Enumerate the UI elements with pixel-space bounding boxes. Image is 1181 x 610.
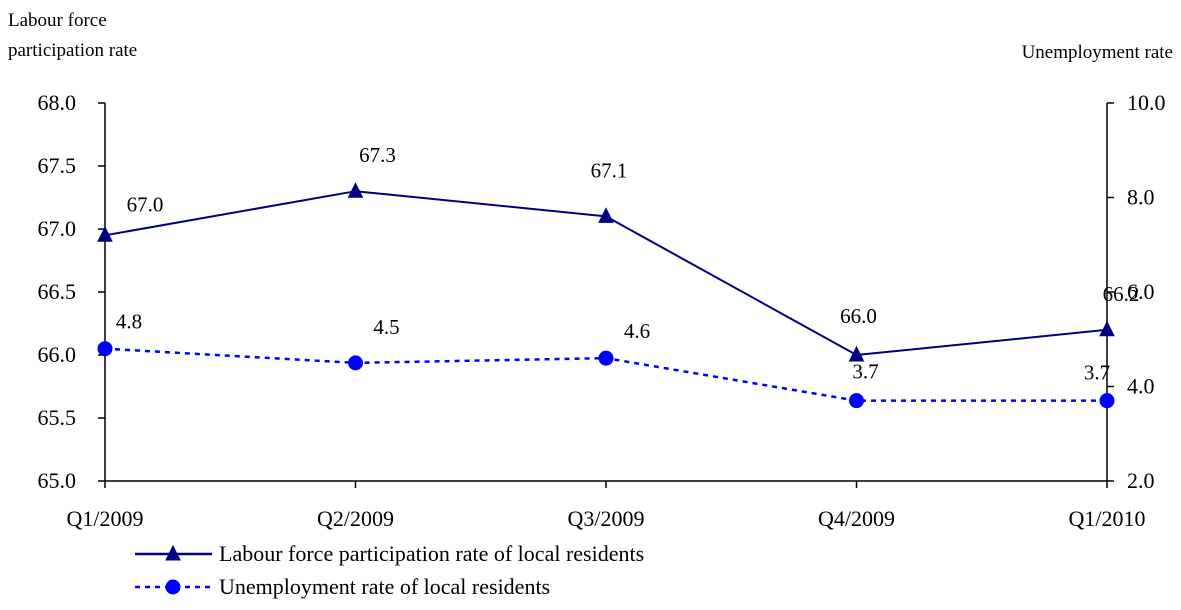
data-point-unemployment (1099, 393, 1115, 409)
x-axis-tick-label: Q1/2009 (67, 506, 144, 531)
right-axis-tick-label: 6.0 (1127, 279, 1155, 304)
right-axis-tick-label: 10.0 (1127, 90, 1166, 115)
x-axis-tick-label: Q3/2009 (568, 506, 645, 531)
series-participation: 67.0 67.3 67.1 66.0 66.2 (97, 143, 1140, 362)
data-point-unemployment (598, 350, 614, 366)
data-label-unemployment: 3.7 (1084, 361, 1110, 385)
x-axis-tick-label: Q2/2009 (317, 506, 394, 531)
data-point-participation (848, 345, 865, 362)
legend-label-participation: Labour force participation rate of local… (219, 541, 644, 566)
left-axis-tick-label: 65.5 (38, 405, 77, 430)
data-label-participation: 67.1 (591, 158, 628, 182)
data-label-participation: 66.0 (840, 304, 877, 328)
series-unemployment: 4.8 4.5 4.6 3.7 3.7 (97, 310, 1115, 409)
right-axis-tick-label: 2.0 (1127, 468, 1155, 493)
legend-marker-unemployment (165, 579, 181, 595)
left-axis-tick-label: 66.0 (38, 342, 77, 367)
axis-titles: Labour force participation rate Unemployme… (8, 10, 1173, 63)
data-label-unemployment: 4.6 (624, 319, 650, 343)
data-label-participation: 67.0 (127, 192, 164, 216)
legend-entry-participation: Labour force participation rate of local… (135, 541, 644, 566)
right-axis-title: Unemployment rate (1022, 42, 1173, 63)
legend-marker-participation (165, 544, 181, 561)
axes: 65.0 65.5 66.0 66.5 67.0 67.5 68.0 2.0 4.0 6.0 8.0… (38, 90, 1166, 531)
right-axis-tick-label: 8.0 (1127, 185, 1155, 210)
data-point-unemployment (849, 393, 864, 409)
data-label-unemployment: 4.5 (373, 315, 399, 339)
left-axis-title-line: Labour force (8, 10, 107, 31)
legend-label-unemployment: Unemployment rate of local residents (219, 574, 550, 599)
data-point-participation (1099, 320, 1115, 337)
left-axis-tick-label: 67.0 (38, 216, 77, 241)
data-label-participation: 67.3 (359, 143, 396, 167)
legend: Labour force participation rate of local… (135, 541, 644, 599)
left-axis-tick-label: 67.5 (38, 153, 77, 178)
right-axis-tick-label: 4.0 (1127, 374, 1155, 399)
series-layer: 67.0 67.3 67.1 66.0 66.2 4.8 4.5 4.6 3.7 3.7 (97, 143, 1140, 409)
data-point-unemployment (348, 355, 363, 371)
left-axis-tick-label: 65.0 (38, 468, 77, 493)
data-label-unemployment: 3.7 (852, 360, 878, 384)
x-axis-tick-label: Q4/2009 (818, 506, 895, 531)
left-axis-tick-label: 68.0 (38, 90, 77, 115)
data-label-unemployment: 4.8 (116, 310, 142, 334)
left-axis-tick-label: 66.5 (38, 279, 77, 304)
data-point-participation (347, 182, 364, 198)
data-point-participation (598, 207, 614, 223)
data-point-participation (97, 226, 113, 242)
data-point-unemployment (97, 341, 113, 357)
x-axis-tick-label: Q1/2010 (1069, 506, 1146, 531)
left-axis-title-line: participation rate (8, 40, 137, 61)
legend-entry-unemployment: Unemployment rate of local residents (135, 574, 550, 599)
data-label-participation: 66.2 (1103, 282, 1140, 306)
